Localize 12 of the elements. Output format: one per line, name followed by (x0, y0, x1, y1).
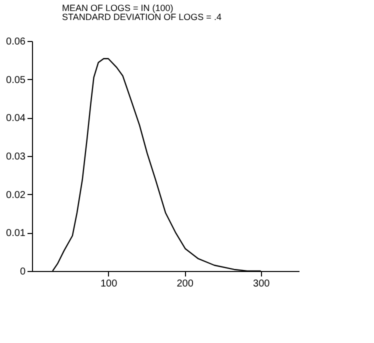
y-tick-label: 0.01 (6, 228, 26, 240)
y-tick-label: 0.06 (6, 36, 26, 48)
y-tick-label: 0 (20, 266, 26, 278)
x-tick-label: 200 (176, 278, 194, 290)
x-tick-label: 300 (253, 278, 270, 290)
y-tick-label: 0.02 (6, 190, 26, 201)
chart-title: MEAN OF LOGS = IN (100) (62, 3, 174, 13)
y-tick-label: 0.05 (6, 74, 26, 86)
chart-subtitle: STANDARD DEVIATION OF LOGS = .4 (62, 12, 222, 22)
x-tick-label: 100 (100, 278, 118, 290)
y-tick-label: 0.04 (6, 113, 26, 124)
y-tick-label: 0.03 (6, 152, 26, 162)
